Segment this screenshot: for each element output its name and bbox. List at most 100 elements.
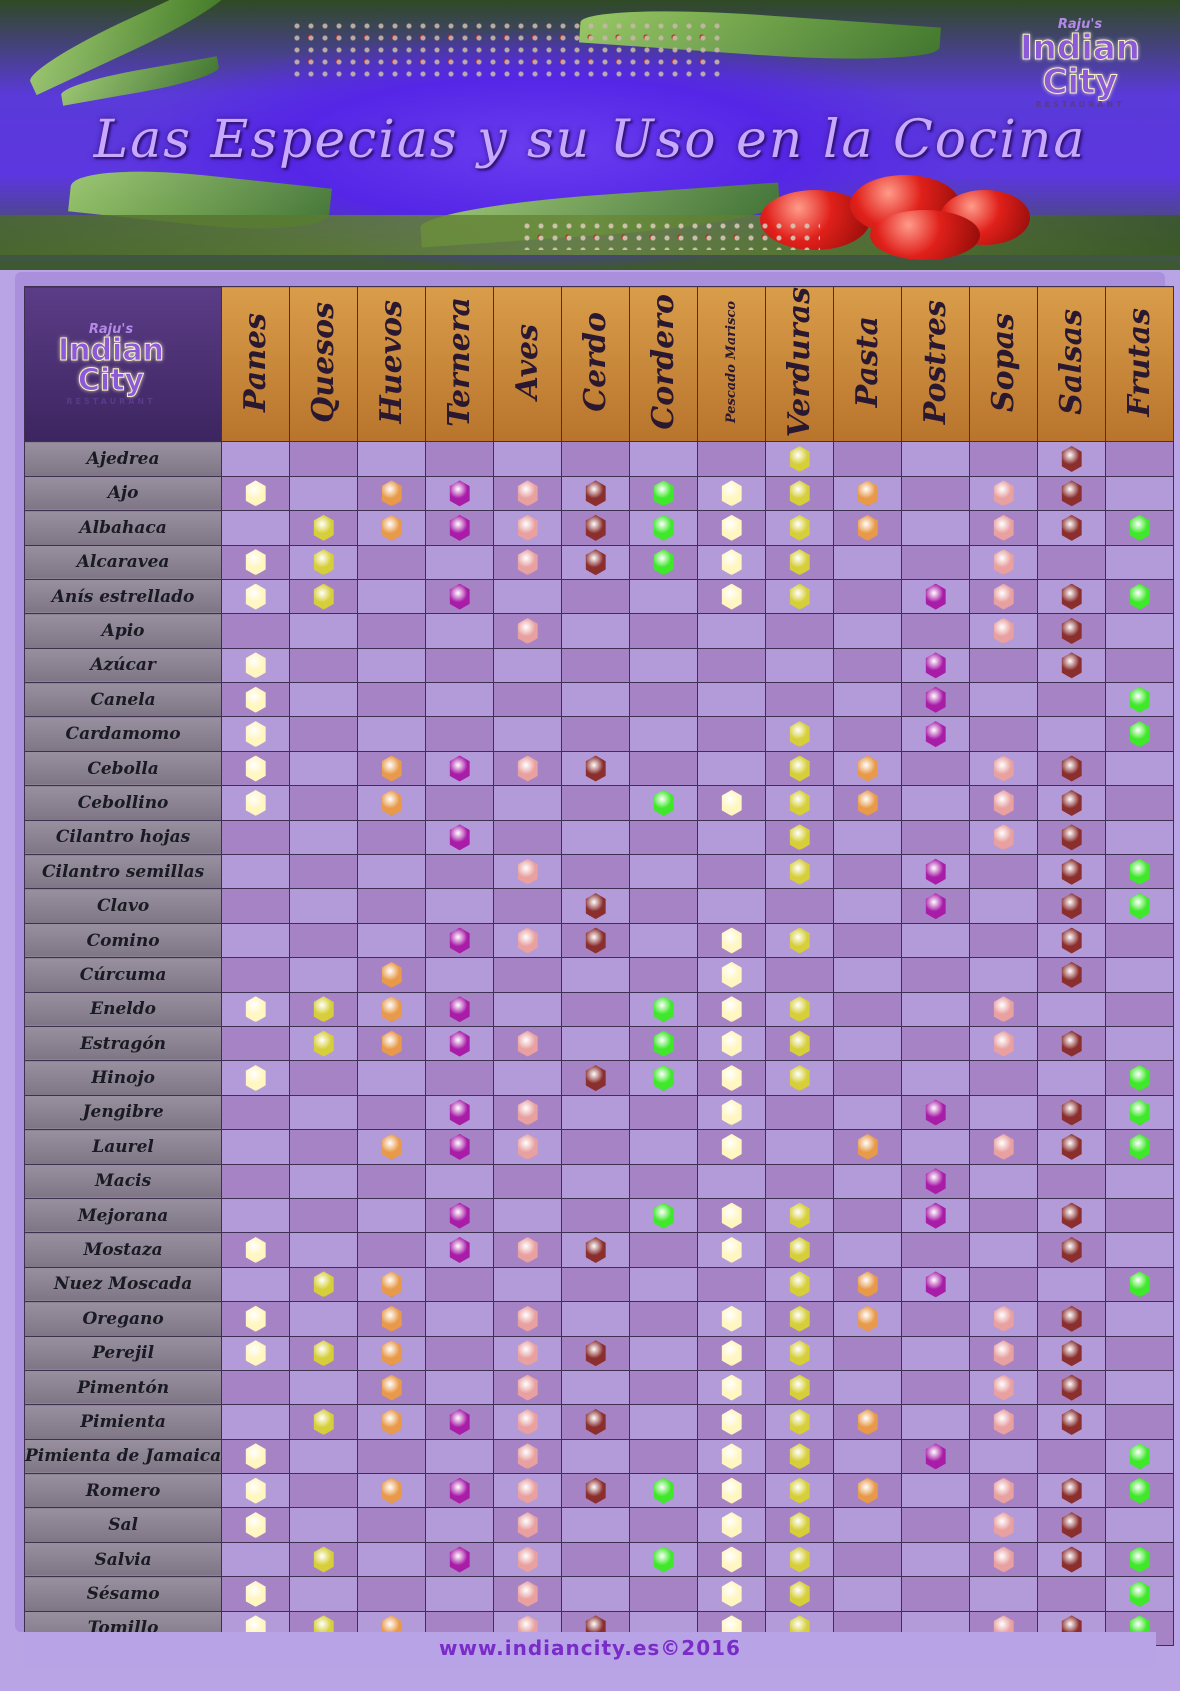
usage-gem-icon: [517, 1133, 538, 1160]
table-row: Nuez Moscada: [23, 1266, 1175, 1303]
usage-cell: [425, 1266, 495, 1303]
usage-cell: [561, 750, 631, 787]
usage-gem-icon: [585, 755, 606, 782]
usage-gem-icon: [857, 514, 878, 541]
header-row: Raju's Indian City RESTAURANT Panes Queso…: [23, 285, 1175, 443]
usage-cell: [493, 510, 563, 546]
corner-logo-line2: Indian: [58, 332, 165, 368]
usage-cell: [901, 785, 971, 821]
usage-cell: [357, 1369, 427, 1406]
usage-cell: [289, 1473, 359, 1509]
usage-cell: [697, 716, 767, 752]
footer-url[interactable]: www.indiancity.es©2016: [439, 1636, 741, 1660]
usage-cell: [425, 1129, 495, 1165]
usage-cell: [765, 1129, 835, 1165]
usage-cell: [697, 1266, 767, 1303]
usage-cell: [1037, 475, 1107, 512]
usage-cell: [561, 647, 631, 684]
usage-cell: [765, 785, 835, 821]
usage-cell: [969, 819, 1039, 856]
usage-gem-icon: [1129, 858, 1150, 885]
usage-cell: [289, 1094, 359, 1131]
spice-name: Canela: [23, 682, 223, 718]
usage-cell: [629, 819, 699, 856]
usage-cell: [969, 1232, 1039, 1268]
usage-cell: [697, 888, 767, 924]
usage-gem-icon: [585, 1408, 606, 1435]
usage-cell: [357, 922, 427, 959]
usage-gem-icon: [381, 1305, 402, 1332]
usage-gem-icon: [313, 549, 334, 576]
table-row: Macis: [23, 1163, 1175, 1199]
usage-cell: [221, 1163, 291, 1199]
usage-cell: [833, 1438, 903, 1475]
usage-cell: [357, 750, 427, 787]
usage-cell: [697, 613, 767, 649]
usage-cell: [629, 1438, 699, 1475]
usage-cell: [833, 578, 903, 615]
usage-gem-icon: [517, 1030, 538, 1057]
usage-cell: [1037, 1369, 1107, 1406]
usage-cell: [1105, 1507, 1175, 1543]
spice-name: Cilantro semillas: [23, 854, 223, 890]
usage-gem-icon: [721, 1477, 742, 1504]
usage-cell: [357, 1094, 427, 1131]
usage-cell: [561, 1404, 631, 1440]
usage-gem-icon: [381, 1030, 402, 1057]
usage-cell: [289, 819, 359, 856]
usage-cell: [833, 1507, 903, 1543]
usage-cell: [697, 854, 767, 890]
usage-cell: [289, 750, 359, 787]
usage-cell: [289, 647, 359, 684]
usage-cell: [561, 1129, 631, 1165]
usage-gem-icon: [653, 1546, 674, 1573]
usage-cell: [493, 991, 563, 1027]
usage-cell: [697, 1060, 767, 1096]
usage-cell: [629, 922, 699, 959]
usage-gem-icon: [1129, 1546, 1150, 1573]
usage-cell: [629, 888, 699, 924]
usage-cell: [901, 1025, 971, 1062]
usage-cell: [765, 1335, 835, 1371]
table-row: Jengibre: [23, 1094, 1175, 1131]
usage-cell: [221, 1541, 291, 1578]
usage-cell: [1105, 1266, 1175, 1303]
usage-cell: [1105, 1025, 1175, 1062]
usage-cell: [833, 1197, 903, 1234]
usage-cell: [425, 991, 495, 1027]
usage-cell: [765, 750, 835, 787]
usage-cell: [765, 716, 835, 752]
usage-cell: [833, 647, 903, 684]
usage-gem-icon: [857, 1477, 878, 1504]
usage-cell: [833, 1163, 903, 1199]
usage-gem-icon: [721, 1133, 742, 1160]
usage-cell: [1105, 1576, 1175, 1612]
usage-cell: [833, 1335, 903, 1371]
usage-gem-icon: [517, 617, 538, 644]
usage-cell: [289, 716, 359, 752]
usage-cell: [561, 441, 631, 477]
usage-cell: [765, 510, 835, 546]
usage-cell: [629, 510, 699, 546]
usage-cell: [697, 475, 767, 512]
usage-cell: [1105, 510, 1175, 546]
usage-cell: [561, 1025, 631, 1062]
usage-cell: [697, 957, 767, 993]
usage-cell: [561, 1266, 631, 1303]
usage-gem-icon: [517, 1408, 538, 1435]
usage-cell: [969, 1576, 1039, 1612]
table-row: Salvia: [23, 1541, 1175, 1578]
usage-cell: [289, 682, 359, 718]
usage-cell: [221, 647, 291, 684]
usage-cell: [289, 544, 359, 580]
usage-cell: [1037, 1266, 1107, 1303]
usage-cell: [697, 682, 767, 718]
usage-gem-icon: [1061, 824, 1082, 851]
usage-cell: [833, 1541, 903, 1578]
usage-cell: [629, 1197, 699, 1234]
usage-cell: [1037, 716, 1107, 752]
usage-cell: [629, 1473, 699, 1509]
usage-gem-icon: [1129, 1133, 1150, 1160]
usage-gem-icon: [721, 1065, 742, 1092]
usage-cell: [425, 441, 495, 477]
